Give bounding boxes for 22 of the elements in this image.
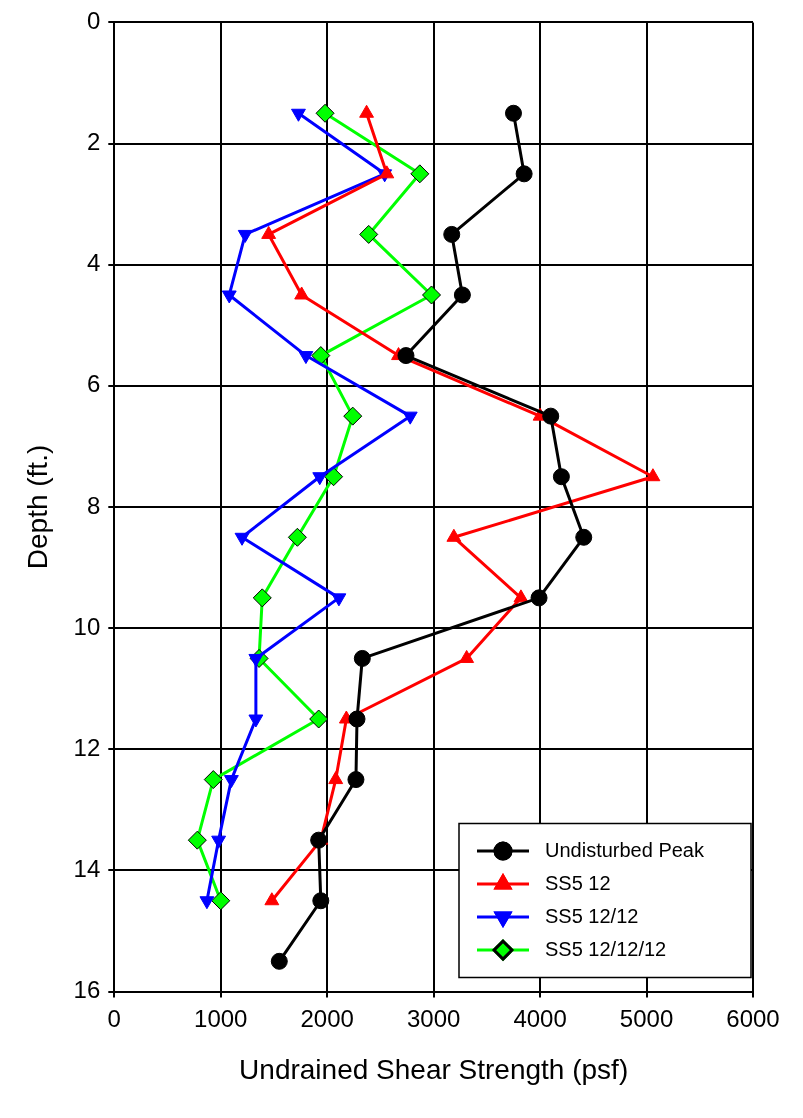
x-tick-label: 1000 (194, 1004, 248, 1032)
y-tick-label: 4 (86, 249, 101, 277)
y-tick-label: 12 (73, 733, 101, 761)
x-axis-title: Undrained Shear Strength (psf) (239, 1053, 629, 1085)
legend-label: SS5 12/12/12 (545, 937, 667, 960)
y-tick-label: 16 (73, 976, 101, 1004)
y-tick-label: 10 (73, 612, 101, 640)
y-axis-title: Depth (ft.) (21, 444, 53, 570)
x-tick-label: 4000 (513, 1004, 567, 1032)
y-tick-label: 6 (86, 370, 101, 398)
y-tick-label: 8 (86, 491, 101, 519)
y-tick-label: 2 (86, 128, 101, 156)
x-tick-label: 3000 (406, 1004, 461, 1032)
x-tick-label: 5000 (619, 1004, 674, 1032)
x-tick-label: 6000 (726, 1004, 780, 1032)
legend-label: Undisturbed Peak (545, 838, 705, 861)
y-tick-label: 14 (73, 855, 101, 883)
y-tick-label: 0 (86, 7, 101, 35)
legend-label: SS5 12/12 (545, 904, 639, 927)
x-tick-label: 2000 (300, 1004, 354, 1032)
legend-label: SS5 12 (545, 871, 611, 894)
x-tick-label: 0 (107, 1004, 121, 1032)
